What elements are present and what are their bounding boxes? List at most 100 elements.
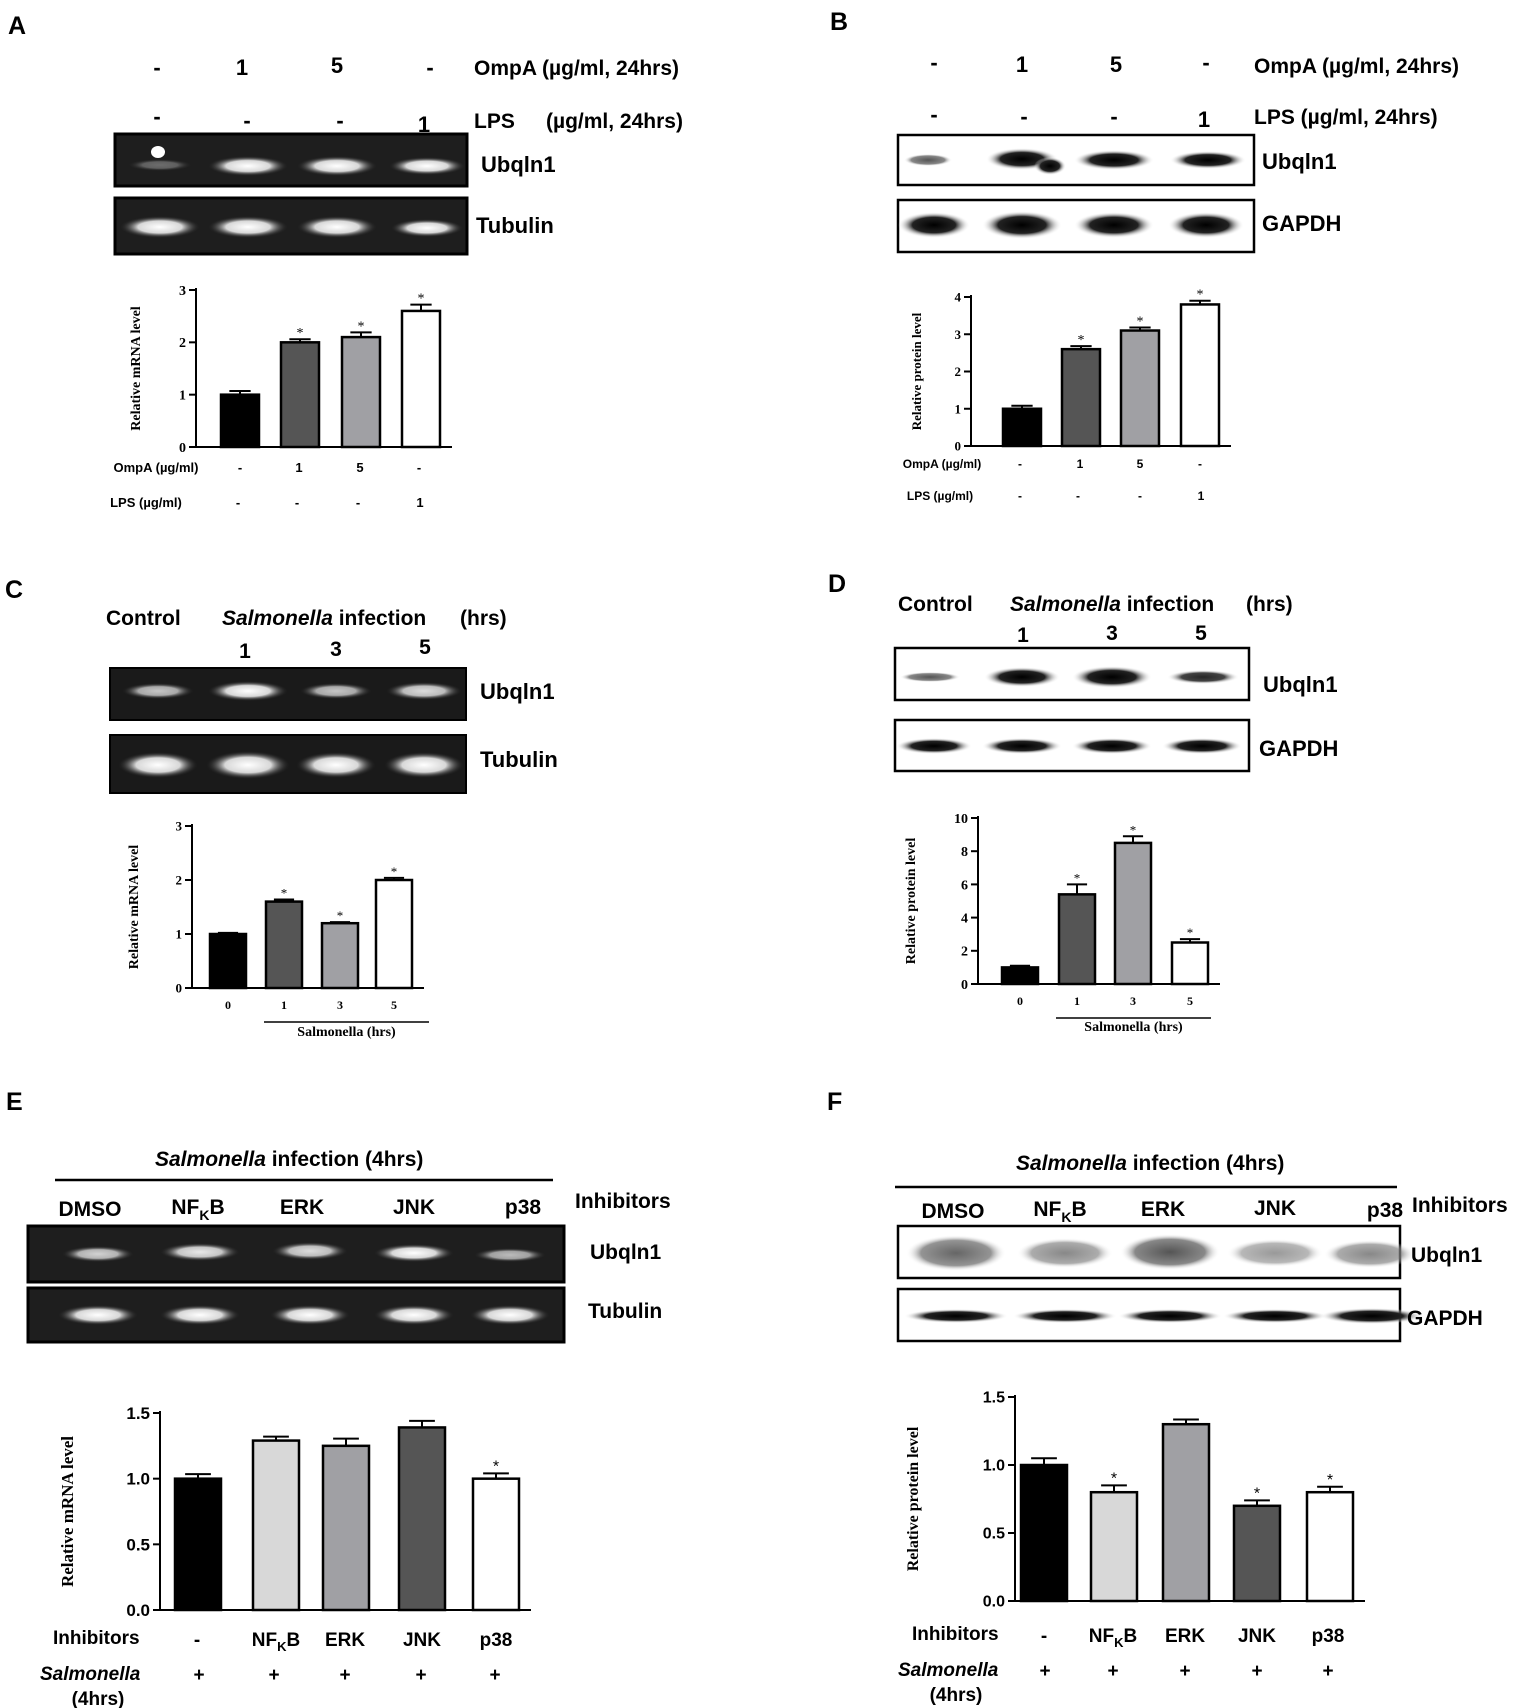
y-tick-label: 1 [176, 927, 183, 942]
lps-row: - - - 1 [153, 104, 430, 137]
inhibitor-value: p38 [480, 1630, 513, 1651]
inhibitor-value: - [194, 1630, 200, 1651]
axis-row-value: - [238, 460, 242, 475]
row-label: OmpA (µg/ml, 24hrs) [1254, 55, 1459, 78]
panel-e: E Salmonella infection (4hrs) DMSO NFKB … [6, 1088, 671, 1708]
time-value: 1 [1017, 624, 1029, 647]
x-tick-label: 1 [1074, 994, 1080, 1008]
axis-row-value: - [1138, 489, 1142, 503]
gel-band [62, 1246, 134, 1262]
y-tick-label: 3 [179, 284, 186, 299]
axis-row-value: - [1018, 489, 1022, 503]
gel-band [389, 157, 465, 175]
axis-row-value: 1 [1198, 489, 1205, 503]
significance-marker: * [1187, 925, 1194, 940]
bar [1170, 941, 1210, 986]
axis-row-value: 5 [356, 460, 363, 475]
blot-band [906, 1235, 1006, 1271]
blot-band [1072, 666, 1152, 688]
significance-marker: * [1137, 315, 1144, 330]
salmonella-value: + [268, 1665, 279, 1686]
axis-row-value: 1 [295, 460, 302, 475]
axis-row-value: - [356, 495, 360, 510]
gel-band [391, 219, 463, 237]
gel-band [208, 681, 288, 701]
header-rest: infection (4hrs) [1127, 1152, 1285, 1175]
x-tick-label: 3 [1130, 994, 1136, 1008]
axis-row-value: - [417, 460, 421, 475]
time-row: 1 3 5 [1017, 622, 1207, 647]
axis-row-lps: LPS (µg/ml) - - - 1 [907, 489, 1205, 503]
y-tick-label: 1.0 [983, 1458, 1005, 1475]
axis-row-ompa: OmpA (µg/ml) - 1 5 - [903, 457, 1202, 471]
salmonella-value: + [489, 1665, 500, 1686]
blot-label: GAPDH [1262, 211, 1341, 236]
bar [397, 1426, 447, 1612]
infection-header: Salmonella infection (4hrs) [155, 1148, 423, 1171]
blot-band [1072, 738, 1152, 754]
bar [1057, 893, 1097, 986]
blot-label: Tubulin [480, 747, 558, 772]
gel-band [58, 1305, 138, 1325]
hrs-label: (hrs) [460, 607, 507, 630]
y-tick-label: 0 [179, 441, 186, 456]
axis-row-lps: LPS (µg/ml) - - - 1 [110, 495, 424, 510]
lane-label: ERK [1141, 1198, 1185, 1221]
inhibitor-value: JNK [1238, 1626, 1276, 1647]
significance-marker: * [358, 319, 365, 334]
significance-marker: * [1254, 1485, 1260, 1502]
salmonella-value: + [415, 1665, 426, 1686]
gel-band [374, 1244, 454, 1262]
bar [1232, 1504, 1282, 1603]
inhibitors-row-label: Inhibitors [912, 1624, 999, 1645]
axis-row-value: - [236, 495, 240, 510]
blot-band [1320, 1308, 1424, 1324]
x-tick-label: 3 [337, 998, 343, 1012]
y-tick-label: 1 [955, 401, 962, 416]
chart-f: 0.0 0.5 1.0 1.5 Relative protein level * * * [905, 1390, 1365, 1611]
row-label: LPS [474, 110, 515, 133]
row-value: - [930, 50, 937, 75]
salmonella-value: + [1039, 1661, 1050, 1682]
salmonella-value: + [339, 1665, 350, 1686]
blot-label: GAPDH [1407, 1307, 1483, 1330]
gel-band [208, 156, 288, 176]
row-value: - [336, 108, 343, 133]
row-value: - [1202, 50, 1209, 75]
blot-band [1162, 738, 1242, 754]
blot-band [1034, 157, 1066, 175]
time-value: 1 [239, 640, 251, 663]
bar [208, 932, 248, 990]
axis-row-ompa: OmpA (µg/ml) - 1 5 - [113, 460, 421, 475]
inhibitors-row-label: Inhibitors [53, 1628, 140, 1649]
lane-label-nfkb: NFKB [1033, 1198, 1086, 1225]
inhibitor-value-nfkb: NFKB [1089, 1626, 1137, 1650]
y-tick-label: 0 [955, 439, 962, 454]
bar [400, 309, 442, 449]
x-axis-label: Salmonella (hrs) [1084, 1020, 1183, 1035]
significance-marker: * [391, 864, 398, 879]
gel-band [128, 159, 192, 171]
salmonella-value: + [1322, 1661, 1333, 1682]
blot-band [984, 667, 1060, 687]
x-axis-label: Salmonella (hrs) [297, 1025, 396, 1040]
row-value: 5 [1110, 52, 1122, 77]
blot-band [900, 672, 960, 682]
row-value: - [1020, 104, 1027, 129]
chart-a: 0 1 2 3 Relative mRNA level * * * [129, 284, 452, 456]
chart-c: 0 1 2 3 Relative mRNA level 0 * 1 * 3 * 5 Salmonella… [127, 819, 429, 1040]
axis-row-value: - [1198, 457, 1202, 471]
significance-marker: * [493, 1458, 499, 1475]
y-tick-label: 6 [961, 878, 968, 893]
gel-band [118, 752, 198, 778]
panel-letter: E [6, 1088, 23, 1116]
row-value: 5 [331, 53, 343, 78]
row-label: (µg/ml, 24hrs) [546, 110, 683, 133]
significance-marker: * [337, 908, 344, 923]
blot-band [896, 738, 972, 754]
significance-marker: * [1074, 870, 1081, 885]
row-value: - [153, 55, 160, 80]
gel-band [300, 683, 372, 699]
row-value: - [930, 102, 937, 127]
y-axis-label: Relative mRNA level [129, 306, 144, 431]
